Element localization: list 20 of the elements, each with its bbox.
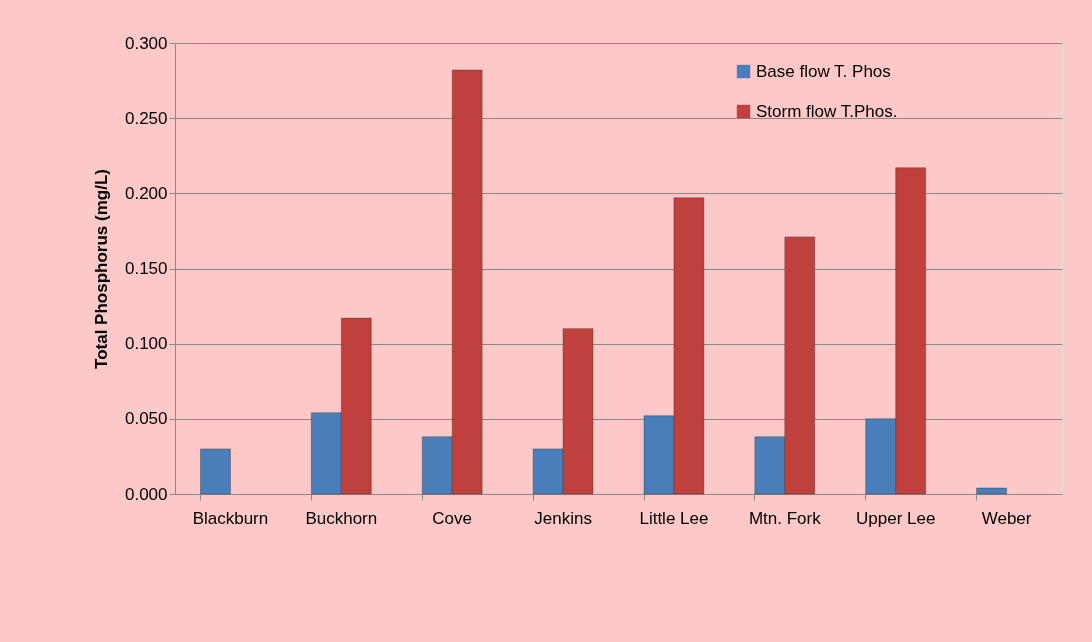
x-tick-label: Upper Lee [855,508,936,528]
legend-label: Storm flow T.Phos. [756,101,898,121]
y-tick-label: 0.200 [124,183,168,203]
y-tick-label: 0.300 [124,33,168,53]
legend-label: Base flow T. Phos [756,61,891,81]
y-tick-label: 0.050 [124,409,168,429]
bar [200,448,231,495]
x-tick-label: Little Lee [639,508,709,528]
y-tick-label: 0.100 [124,334,168,354]
x-tick-label: Cove [432,508,473,528]
y-tick-label: 0.250 [124,108,168,128]
x-tick-label: Jenkins [534,508,592,528]
y-axis-title: Total Phosphorus (mg/L) [91,169,111,369]
bar [976,487,1007,495]
x-tick-label: Blackburn [192,508,269,528]
y-tick-label: 0.150 [124,259,168,278]
x-tick-label: Buckhorn [305,508,378,528]
y-tick-label: 0.000 [124,484,168,504]
x-tick-label: Mtn. Fork [748,508,822,528]
x-tick-label: Weber [981,508,1032,528]
